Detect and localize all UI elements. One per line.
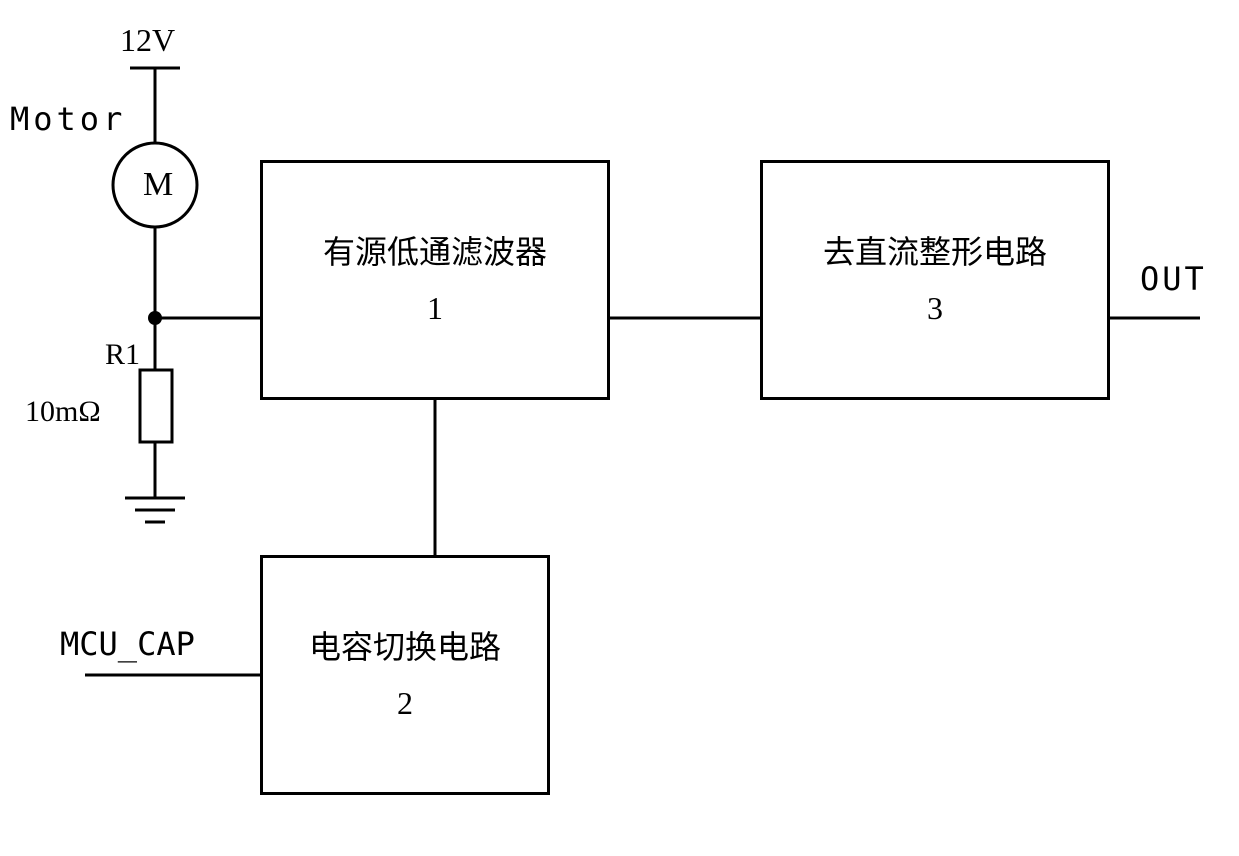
diagram-canvas: 12V Motor M R1 10mΩ 有源低通滤波器 1 去直流整形电路 3 … [0,0,1239,856]
out-label: OUT [1140,260,1207,298]
motor-label: Motor [10,100,126,138]
shaper-number: 3 [927,284,943,332]
voltage-label: 12V [120,22,175,59]
cap-switch-block: 电容切换电路 2 [260,555,550,795]
diagram-svg [0,0,1239,856]
motor-symbol: M [143,166,173,204]
shaper-title: 去直流整形电路 [823,228,1047,276]
filter-title: 有源低通滤波器 [323,228,547,276]
cap-switch-number: 2 [397,679,413,727]
filter-block: 有源低通滤波器 1 [260,160,610,400]
filter-number: 1 [427,284,443,332]
resistor-value: 10mΩ [25,395,101,429]
mcu-cap-label: MCU_CAP [60,625,195,663]
shaper-block: 去直流整形电路 3 [760,160,1110,400]
cap-switch-title: 电容切换电路 [309,623,501,671]
resistor-ref: R1 [105,338,140,372]
